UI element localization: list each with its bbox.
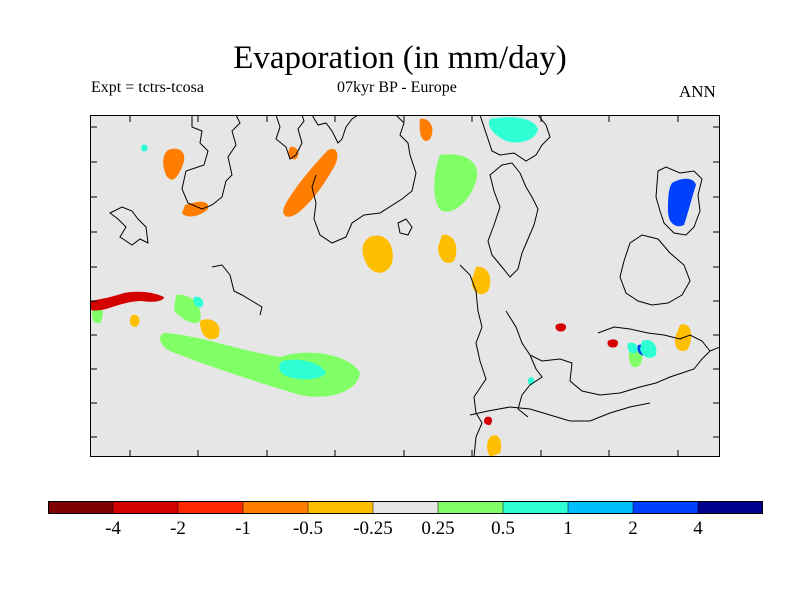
coastline-baltic: [487, 162, 539, 278]
season-label: ANN: [679, 82, 716, 101]
colorbar-tick-label: 4: [693, 518, 703, 539]
coastline-north-africa: [469, 402, 651, 422]
colorbar-tick-label: 1: [563, 518, 573, 539]
coastline-caspian-basin: [655, 166, 703, 236]
colorbar-swatch: [243, 501, 309, 514]
colorbar-tick-label: 0.5: [491, 518, 515, 539]
colorbar-swatch: [373, 501, 439, 514]
europe-evaporation-map: [90, 115, 720, 457]
map-background: [90, 115, 720, 457]
colorbar-tick-label: -4: [105, 518, 121, 539]
colorbar-swatch: [48, 501, 114, 514]
colorbar-swatch: [698, 501, 763, 514]
colorbar-swatch: [503, 501, 569, 514]
map-frame: [90, 115, 720, 457]
colorbar-swatch: [308, 501, 374, 514]
coastline-greenland-east: [275, 115, 305, 160]
colorbar-swatch: [178, 501, 244, 514]
coastline-black-sea: [619, 234, 691, 306]
anomaly-patches: [90, 117, 696, 457]
coastline-labrador: [109, 206, 149, 246]
patch-iceland-north-sea: [283, 118, 433, 217]
coastline-iceland: [311, 115, 359, 144]
colorbar-tick-label: 2: [628, 518, 638, 539]
colorbar-tick-label: -1: [235, 518, 251, 539]
colorbar-swatch: [568, 501, 634, 514]
colorbar-tick-label: -0.25: [353, 518, 393, 539]
colorbar: [48, 501, 763, 514]
map-ticks: [90, 115, 720, 457]
patch-subtropical-atlantic-core: [193, 296, 326, 380]
colorbar-frame: [48, 501, 763, 514]
patch-eastern-mediterranean: [640, 339, 657, 358]
coastline-anatolia: [597, 326, 711, 352]
coastline-italy: [517, 354, 543, 418]
colorbar-swatch: [113, 501, 179, 514]
patch-caspian-sea: [637, 178, 696, 356]
colorbar-tick-label: -2: [170, 518, 186, 539]
colorbar-swatch: [438, 501, 504, 514]
colorbar-tick-label: -0.5: [292, 518, 324, 539]
plot-title: Evaporation (in mm/day): [233, 40, 567, 76]
patch-southern-greenland: [163, 148, 209, 217]
period-region-label: 07kyr BP - Europe: [337, 79, 457, 96]
coastline-scandinavia: [311, 115, 417, 244]
coastline-western-europe: [459, 264, 487, 457]
coastline-newfoundland: [211, 264, 263, 316]
coastlines: [109, 115, 720, 457]
coastline-greenland: [181, 115, 241, 210]
colorbar-tick-label: 0.25: [421, 518, 455, 539]
experiment-label: Expt = tctrs-tcosa: [91, 79, 204, 96]
colorbar-swatch: [633, 501, 699, 514]
coastline-britain: [397, 218, 413, 236]
coastline-europe-north: [479, 115, 551, 162]
